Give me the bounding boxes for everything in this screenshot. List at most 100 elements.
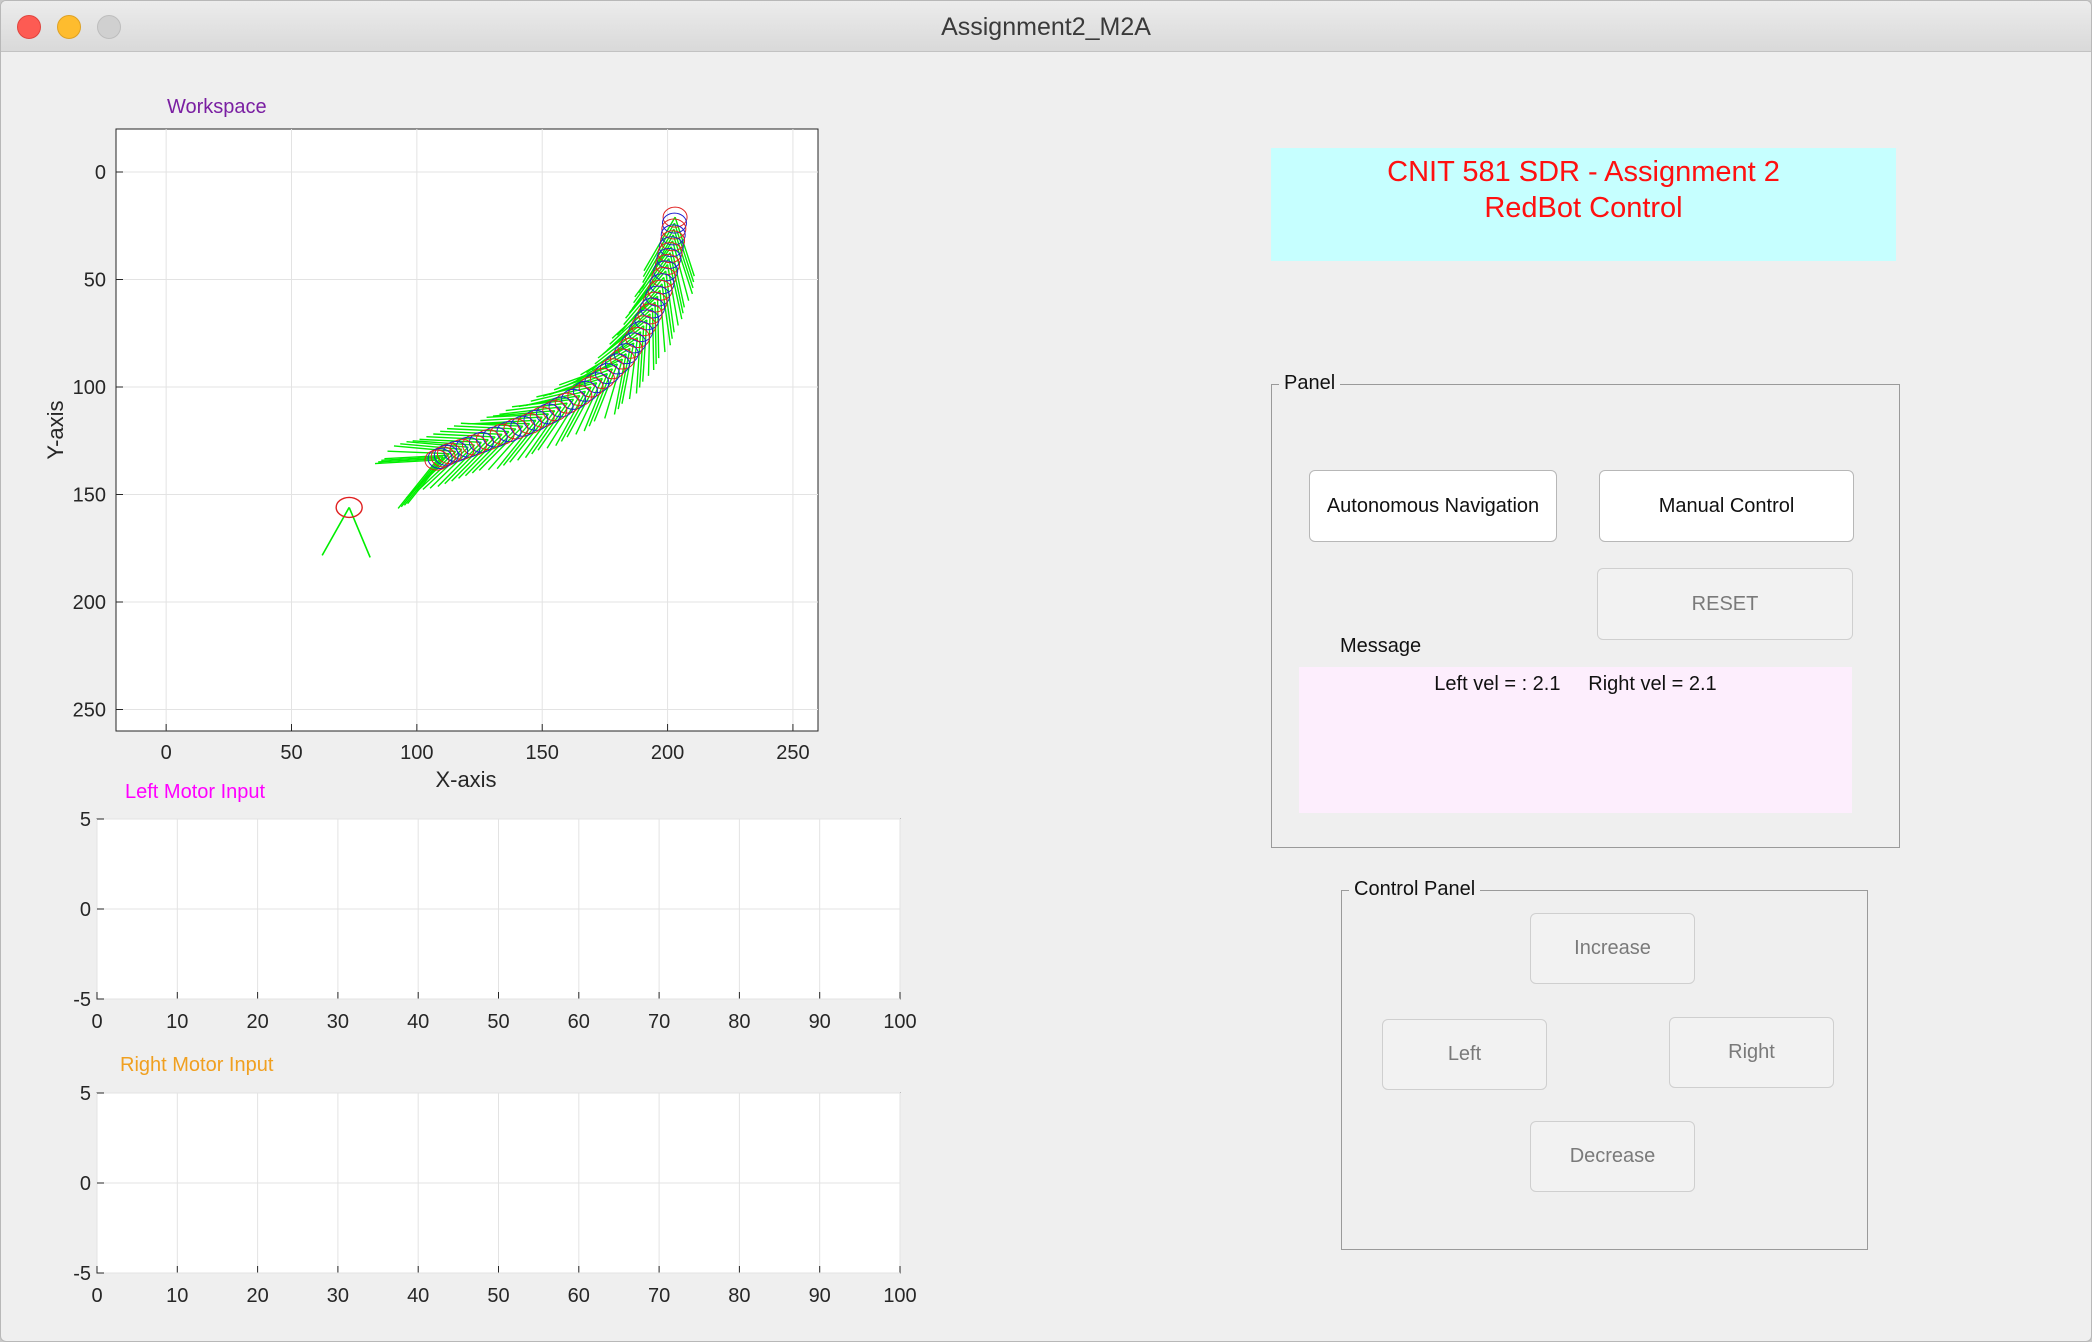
- robot-pose-marker: [567, 385, 593, 407]
- sensor-ray: [460, 422, 523, 427]
- right-button[interactable]: Right: [1669, 1017, 1834, 1088]
- sensor-ray: [464, 431, 510, 477]
- right-motor-y-tick-label: -5: [73, 1263, 91, 1285]
- control-panel-label: Control Panel: [1349, 878, 1481, 901]
- robot-pose-marker: [427, 447, 453, 469]
- workspace-y-tick-label: 150: [73, 485, 106, 507]
- sensor-ray: [486, 413, 549, 418]
- right-motor-y-tick-label: 0: [80, 1173, 91, 1195]
- robot-pose-marker: [661, 212, 687, 234]
- workspace-x-tick-label: 200: [651, 742, 684, 764]
- robot-pose-marker: [462, 434, 488, 456]
- start-sensor-ray: [348, 507, 371, 558]
- workspace-y-tick-label: 50: [84, 270, 106, 292]
- robot-pose-marker: [482, 426, 508, 448]
- message-box: Left vel = : 2.1 Right vel = 2.1: [1299, 667, 1852, 813]
- close-window-icon[interactable]: [17, 15, 41, 39]
- sensor-ray: [374, 459, 437, 465]
- left-button[interactable]: Left: [1382, 1019, 1547, 1090]
- left-motor-x-tick-label: 90: [809, 1011, 831, 1033]
- sensor-ray: [419, 438, 482, 444]
- workspace-y-axis-label: Y-axis: [43, 400, 68, 459]
- decrease-button[interactable]: Decrease: [1530, 1121, 1695, 1192]
- title-bar: Assignment2_M2A: [1, 1, 2091, 52]
- workspace-plot: 0 50 100 150 200 250 0 50 100 150 200 250 X-axis Y…: [43, 128, 819, 792]
- sensor-ray: [381, 456, 444, 461]
- robot-pose-marker: [489, 423, 515, 445]
- sensor-ray: [416, 448, 463, 493]
- robot-pose-marker: [657, 242, 683, 264]
- robot-pose-marker: [662, 206, 688, 228]
- left-motor-x-tick-label: 80: [728, 1011, 750, 1033]
- start-sensor-ray: [321, 507, 350, 556]
- right-motor-x-tick-label: 100: [883, 1285, 916, 1307]
- sensor-ray: [422, 446, 469, 490]
- header-title: CNIT 581 SDR - Assignment 2: [1387, 156, 1780, 188]
- robot-pose-marker: [436, 443, 462, 465]
- message-label: Message: [1340, 635, 1422, 657]
- robot-pose-marker: [561, 388, 587, 410]
- zoom-window-icon[interactable]: [97, 15, 121, 39]
- main-panel-label: Panel: [1279, 372, 1341, 395]
- sensor-ray: [433, 433, 496, 438]
- sensor-ray: [393, 445, 456, 453]
- minimize-window-icon[interactable]: [57, 15, 81, 39]
- left-motor-x-tick-label: 40: [407, 1011, 429, 1033]
- right-motor-x-tick-label: 40: [407, 1285, 429, 1307]
- left-motor-y-tick-label: 0: [80, 899, 91, 921]
- robot-pose-marker: [424, 449, 450, 471]
- left-motor-x-tick-label: 0: [91, 1011, 102, 1033]
- sensor-ray: [378, 457, 441, 463]
- workspace-x-tick-label: 150: [526, 742, 559, 764]
- manual-control-button[interactable]: Manual Control: [1599, 470, 1854, 542]
- workspace-y-tick-label: 250: [73, 700, 106, 722]
- header-subtitle: RedBot Control: [1484, 192, 1683, 224]
- robot-pose-marker: [661, 218, 687, 240]
- sensor-ray: [400, 443, 463, 451]
- robot-pose-marker: [621, 332, 647, 354]
- robot-pose-marker: [430, 446, 456, 468]
- right-motor-x-tick-label: 90: [809, 1285, 831, 1307]
- robot-pose-marker: [535, 403, 561, 425]
- left-motor-x-tick-label: 10: [166, 1011, 188, 1033]
- left-motor-plot-title: Left Motor Input: [125, 781, 266, 803]
- sensor-ray: [453, 425, 516, 430]
- robot-pose-marker: [658, 236, 684, 258]
- robot-pose-marker: [548, 396, 574, 418]
- robot-pose-marker: [517, 413, 543, 435]
- sensor-ray: [492, 409, 555, 417]
- increase-button[interactable]: Increase: [1530, 913, 1695, 984]
- window-title: Assignment2_M2A: [941, 13, 1151, 41]
- sensor-ray: [471, 428, 517, 474]
- sensor-ray: [451, 436, 496, 482]
- right-motor-x-tick-label: 50: [487, 1285, 509, 1307]
- robot-pose-marker: [523, 409, 549, 431]
- right-motor-x-tick-label: 0: [91, 1285, 102, 1307]
- left-motor-x-tick-label: 70: [648, 1011, 670, 1033]
- start-robot-marker: [335, 496, 363, 519]
- autonomous-navigation-button[interactable]: Autonomous Navigation: [1309, 470, 1557, 542]
- sensor-ray: [505, 402, 568, 412]
- sensor-ray: [594, 325, 645, 365]
- sensor-ray: [536, 382, 597, 398]
- robot-pose-marker: [433, 444, 459, 466]
- right-motor-y-tick-label: 5: [80, 1083, 91, 1105]
- robot-pose-marker: [637, 303, 663, 325]
- workspace-y-tick-label: 200: [73, 592, 106, 614]
- robot-pose-marker: [584, 372, 610, 394]
- reset-button[interactable]: RESET: [1597, 568, 1853, 640]
- robot-pose-marker: [660, 224, 686, 246]
- right-motor-x-tick-label: 10: [166, 1285, 188, 1307]
- right-motor-x-tick-label: 80: [728, 1285, 750, 1307]
- robot-pose-marker: [496, 421, 522, 443]
- left-motor-y-tick-label: 5: [80, 809, 91, 831]
- sensor-ray: [426, 435, 489, 441]
- robot-pose-marker: [554, 392, 580, 414]
- right-motor-x-tick-label: 30: [327, 1285, 349, 1307]
- robot-pose-marker: [660, 230, 686, 252]
- robot-pose-marker: [510, 415, 536, 437]
- workspace-y-tick-label: 0: [95, 162, 106, 184]
- workspace-x-tick-label: 100: [400, 742, 433, 764]
- sensor-ray: [440, 430, 503, 435]
